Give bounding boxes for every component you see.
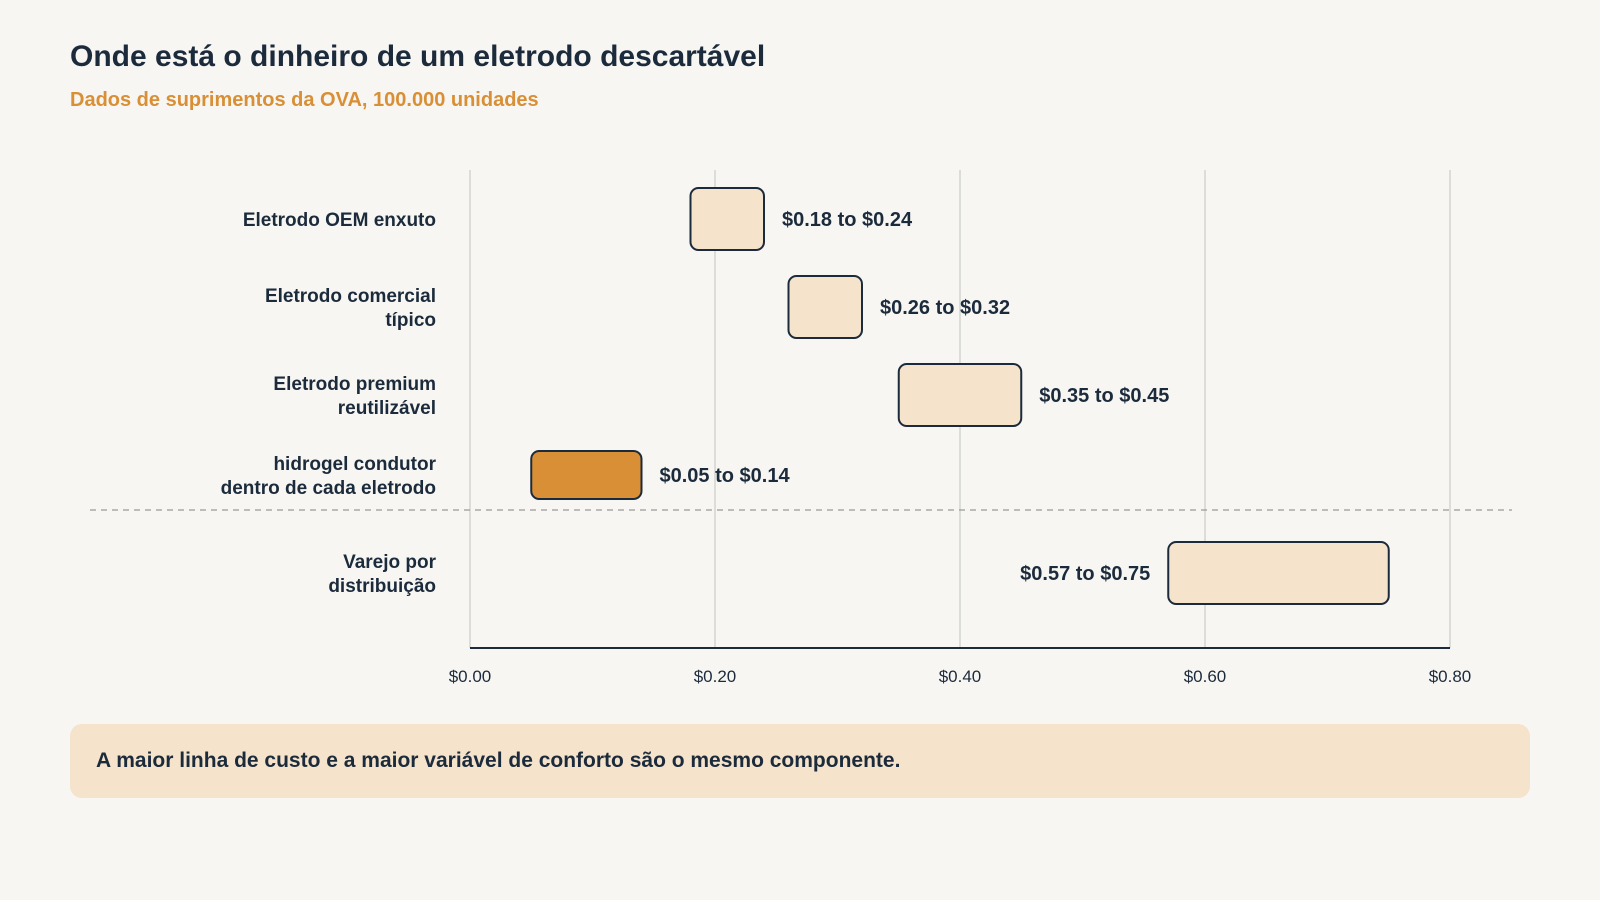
insight-callout: A maior linha de custo e a maior variáve… xyxy=(70,724,1530,798)
range-bar xyxy=(897,363,1023,427)
chart-subtitle: Dados de suprimentos da OVA, 100.000 uni… xyxy=(70,89,539,111)
range-chart: $0.00 $0.20 $0.40 $0.60 $0.80 Eletrodo OEM en… xyxy=(90,170,1512,686)
x-tick-label: $0.20 xyxy=(694,667,737,686)
insight-callout-text: A maior linha de custo e a maior variáve… xyxy=(96,749,901,772)
range-data-label: $0.18 to $0.24 xyxy=(782,209,913,231)
x-tick-label: $0.80 xyxy=(1429,667,1472,686)
category-label: Varejo por xyxy=(343,552,437,573)
range-bar xyxy=(787,275,863,339)
category-label: Eletrodo comercial xyxy=(265,286,436,307)
range-data-label: $0.57 to $0.75 xyxy=(1020,563,1150,585)
chart-title: Onde está o dinheiro de um eletrodo desc… xyxy=(70,40,766,73)
category-label: típico xyxy=(385,310,436,331)
range-bar xyxy=(689,187,765,251)
range-data-label: $0.26 to $0.32 xyxy=(880,297,1010,319)
range-bar-highlight xyxy=(530,450,643,500)
category-label: distribuição xyxy=(328,576,436,597)
category-label: reutilizável xyxy=(338,398,436,419)
category-label: Eletrodo OEM enxuto xyxy=(243,210,436,231)
range-bar xyxy=(1167,541,1390,605)
x-tick-label: $0.00 xyxy=(449,667,492,686)
category-label: Eletrodo premium xyxy=(273,374,436,395)
category-label: hidrogel condutor xyxy=(273,454,436,475)
category-label: dentro de cada eletrodo xyxy=(221,478,436,499)
range-data-label: $0.05 to $0.14 xyxy=(660,465,791,487)
range-data-label: $0.35 to $0.45 xyxy=(1039,385,1169,407)
x-tick-label: $0.60 xyxy=(1184,667,1227,686)
x-tick-label: $0.40 xyxy=(939,667,982,686)
